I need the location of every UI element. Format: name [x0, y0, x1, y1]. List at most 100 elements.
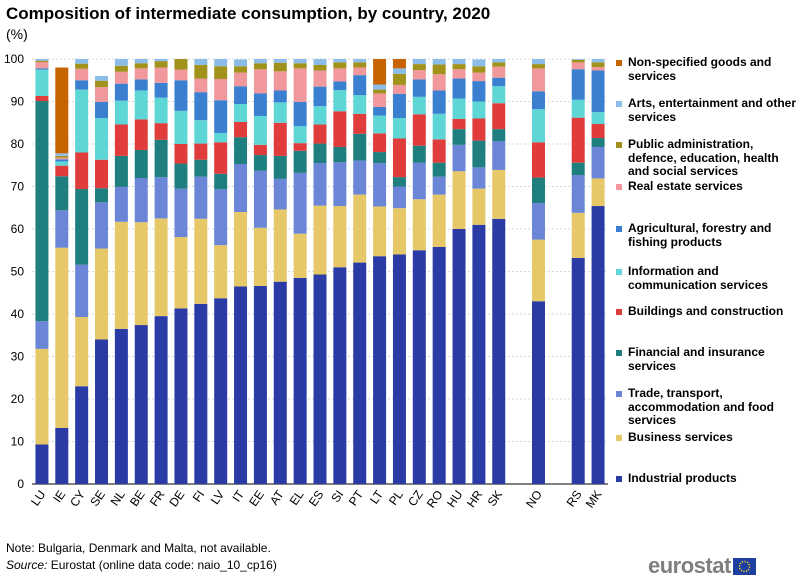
bar-segment-ie-real-estate-services [55, 157, 69, 160]
y-axis-unit: (%) [6, 26, 28, 42]
bar-segment-fr-industrial-products [154, 316, 168, 484]
legend-label: Non-specified goods and services [628, 55, 772, 83]
bar-segment-se-trade-transport-accommodation-and-food-services [95, 202, 109, 249]
bar-segment-cz-agricultural-forestry-and-fishing-products [412, 79, 426, 97]
bar-segment-pl-public-administration-defence-education-health-and-social-services [392, 73, 406, 85]
bar-segment-se-financial-and-insurance-services [95, 188, 109, 203]
bar-segment-pt-agricultural-forestry-and-fishing-products [353, 75, 367, 96]
bar-segment-hr-business-services [472, 188, 486, 225]
bar-segment-no-arts-entertainment-and-other-services [531, 59, 545, 65]
bar-segment-at-public-administration-defence-education-health-and-social-services [273, 62, 287, 72]
bar-segment-rs-business-services [571, 212, 585, 258]
bar-segment-cz-real-estate-services [412, 70, 426, 80]
legend-swatch [616, 350, 622, 356]
bar-segment-lu-information-and-communication-services [35, 69, 49, 96]
bar-segment-de-business-services [174, 237, 188, 309]
legend-label: Buildings and construction [628, 304, 784, 318]
bar-segment-fi-arts-entertainment-and-other-services [194, 59, 208, 65]
bar-segment-lv-industrial-products [214, 298, 228, 484]
x-tick-label-at: AT [267, 487, 287, 507]
bar-segment-be-information-and-communication-services [134, 90, 148, 120]
bar-segment-sk-real-estate-services [492, 66, 506, 78]
bar-segment-de-agricultural-forestry-and-fishing-products [174, 80, 188, 111]
bar-segment-be-industrial-products [134, 325, 148, 484]
bar-segment-de-industrial-products [174, 308, 188, 484]
bar-segment-be-financial-and-insurance-services [134, 149, 148, 178]
bar-segment-hu-buildings-and-construction [452, 118, 466, 130]
x-tick-label-lv: LV [208, 488, 227, 507]
x-tick-label-el: EL [287, 487, 307, 507]
bar-segment-se-business-services [95, 248, 109, 340]
bar-segment-ee-public-administration-defence-education-health-and-social-services [253, 63, 267, 70]
bar-segment-ee-arts-entertainment-and-other-services [253, 59, 267, 64]
y-tick-label: 0 [17, 477, 24, 491]
bar-segment-rs-public-administration-defence-education-health-and-social-services [571, 59, 585, 63]
bar-segment-se-arts-entertainment-and-other-services [95, 76, 109, 81]
bar-segment-nl-real-estate-services [114, 71, 128, 84]
bar-segment-pl-industrial-products [392, 254, 406, 484]
legend-item: Buildings and construction [616, 304, 798, 319]
bar-segment-fr-trade-transport-accommodation-and-food-services [154, 177, 168, 219]
bar-segment-hu-arts-entertainment-and-other-services [452, 59, 466, 65]
bar-segment-si-information-and-communication-services [333, 90, 347, 112]
bar-segment-sk-business-services [492, 169, 506, 219]
bar-segment-lt-business-services [373, 206, 387, 257]
bar-segment-rs-industrial-products [571, 257, 585, 484]
bar-segment-hr-public-administration-defence-education-health-and-social-services [472, 66, 486, 73]
bar-segment-se-public-administration-defence-education-health-and-social-services [95, 80, 109, 88]
y-tick-label: 90 [11, 95, 25, 109]
bar-segment-lt-public-administration-defence-education-health-and-social-services [373, 89, 387, 94]
bar-segment-es-arts-entertainment-and-other-services [313, 59, 327, 65]
x-tick-label-hu: HU [444, 488, 465, 510]
bar-segment-cz-financial-and-insurance-services [412, 145, 426, 163]
bar-segment-fi-financial-and-insurance-services [194, 159, 208, 177]
legend-swatch [616, 60, 622, 66]
bar-segment-it-financial-and-insurance-services [234, 137, 248, 164]
bar-segment-de-trade-transport-accommodation-and-food-services [174, 188, 188, 238]
bar-segment-se-agricultural-forestry-and-fishing-products [95, 101, 109, 119]
x-tick-label-hr: HR [464, 487, 486, 510]
bar-segment-sk-information-and-communication-services [492, 86, 506, 104]
bar-segment-cy-financial-and-insurance-services [75, 189, 89, 265]
bar-segment-no-industrial-products [531, 301, 545, 484]
bar-segment-lu-business-services [35, 348, 49, 445]
bar-segment-nl-business-services [114, 221, 128, 329]
x-tick-label-ie: IE [50, 488, 68, 505]
bar-segment-se-industrial-products [95, 339, 109, 484]
bar-segment-el-business-services [293, 233, 307, 278]
bar-segment-mk-buildings-and-construction [591, 124, 605, 139]
bar-segment-cz-business-services [412, 199, 426, 251]
bar-segment-el-arts-entertainment-and-other-services [293, 59, 307, 64]
bar-segment-pl-financial-and-insurance-services [392, 177, 406, 187]
bar-segment-at-trade-transport-accommodation-and-food-services [273, 178, 287, 210]
bar-segment-cy-public-administration-defence-education-health-and-social-services [75, 63, 89, 69]
bar-segment-fr-buildings-and-construction [154, 123, 168, 140]
bar-segment-lt-non-specified-goods-and-services [373, 59, 387, 85]
logo-text: eurostat [648, 553, 731, 578]
bar-segment-at-agricultural-forestry-and-fishing-products [273, 90, 287, 103]
bar-segment-sk-trade-transport-accommodation-and-food-services [492, 141, 506, 170]
bar-segment-el-information-and-communication-services [293, 126, 307, 144]
y-tick-label: 10 [11, 435, 25, 449]
bar-segment-mk-financial-and-insurance-services [591, 138, 605, 147]
bar-segment-lv-arts-entertainment-and-other-services [214, 59, 228, 67]
bar-segment-rs-arts-entertainment-and-other-services [571, 59, 585, 60]
bar-segment-pt-industrial-products [353, 262, 367, 484]
bar-segment-mk-arts-entertainment-and-other-services [591, 59, 605, 63]
bar-segment-sk-industrial-products [492, 218, 506, 485]
bar-segment-se-buildings-and-construction [95, 159, 109, 189]
x-tick-label-no: NO [523, 488, 545, 511]
bar-segment-es-real-estate-services [313, 70, 327, 87]
bar-segment-cy-agricultural-forestry-and-fishing-products [75, 80, 89, 90]
legend-swatch [616, 184, 622, 190]
bar-segment-nl-trade-transport-accommodation-and-food-services [114, 186, 128, 222]
bar-segment-it-trade-transport-accommodation-and-food-services [234, 163, 248, 212]
bar-segment-cy-real-estate-services [75, 68, 89, 81]
legend-item: Business services [616, 430, 798, 445]
bar-segment-nl-public-administration-defence-education-health-and-social-services [114, 65, 128, 72]
bar-segment-no-business-services [531, 239, 545, 302]
bar-segment-ee-industrial-products [253, 285, 267, 484]
chart-title: Composition of intermediate consumption,… [6, 4, 491, 23]
bar-segment-rs-information-and-communication-services [571, 99, 585, 118]
bar-segment-pt-information-and-communication-services [353, 95, 367, 114]
